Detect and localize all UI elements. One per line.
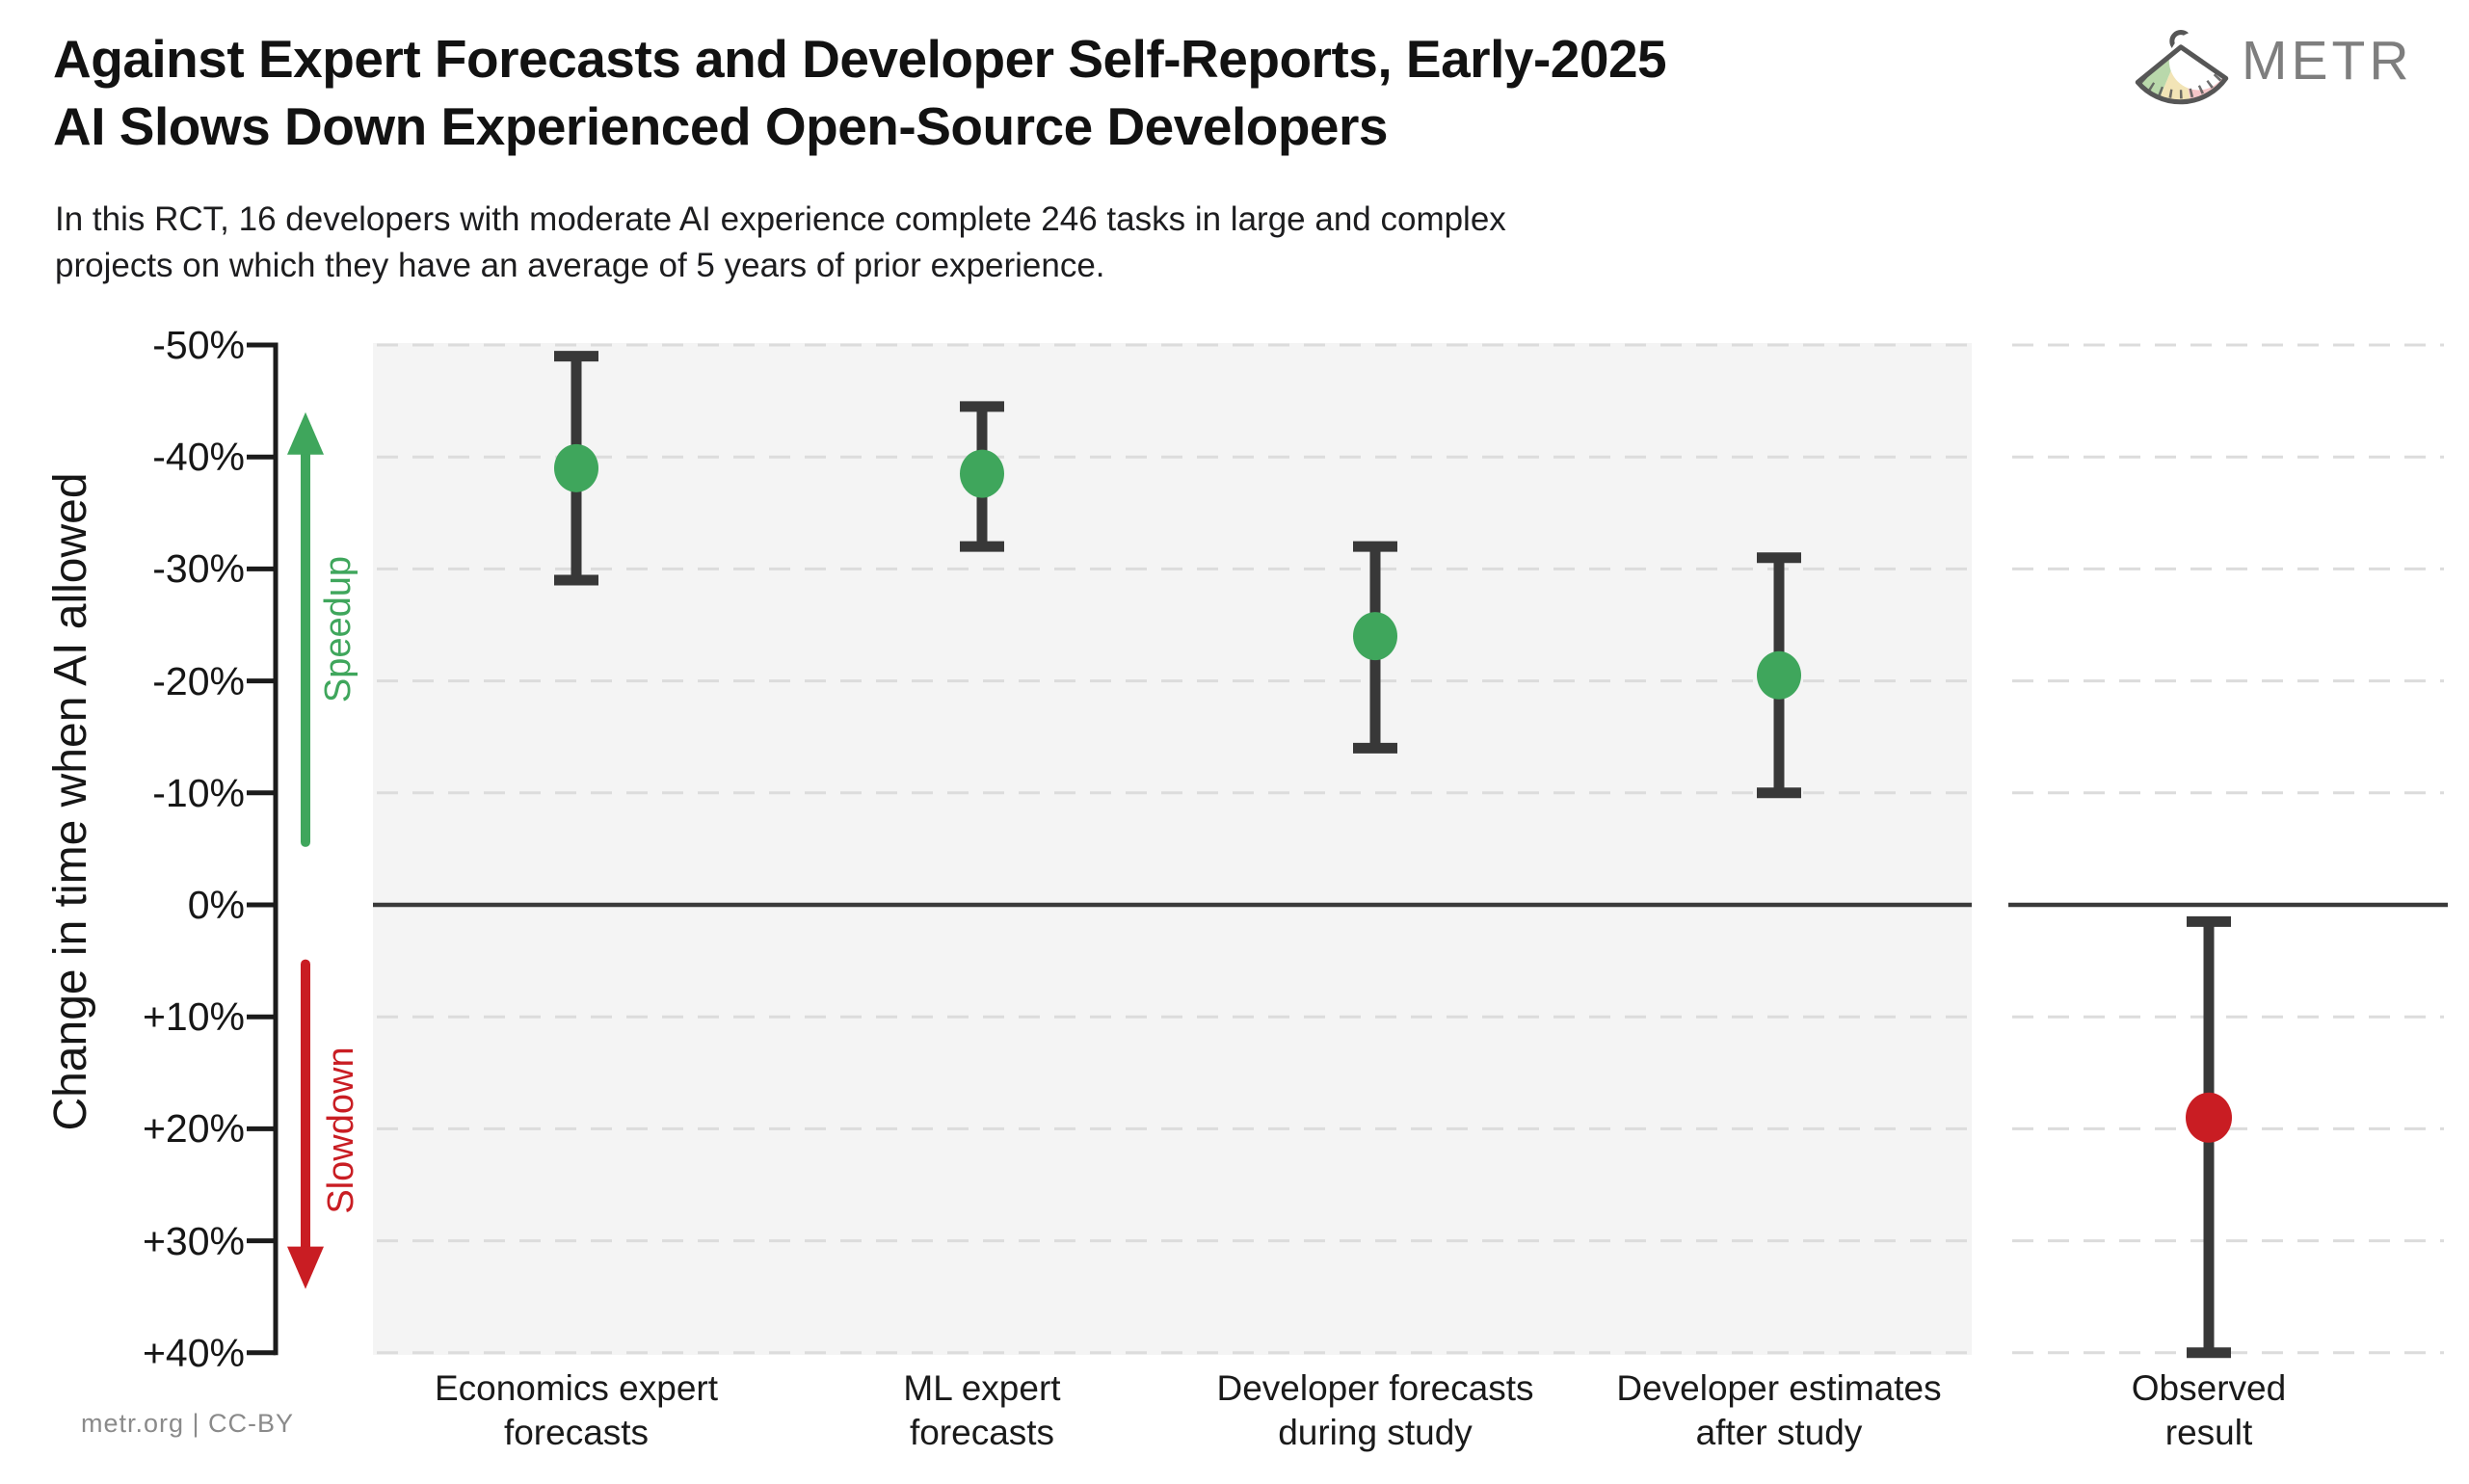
x-category-label-line: result	[2164, 1413, 2253, 1452]
forecast-point	[1757, 650, 1801, 700]
chart-subtitle: In this RCT, 16 developers with moderate…	[55, 197, 1506, 289]
y-tick-label: -20%	[152, 658, 245, 703]
metr-logo-icon	[2135, 30, 2229, 105]
x-category-label-line: forecasts	[909, 1413, 1055, 1452]
x-category-label: Developer estimates after study	[1519, 1366, 2039, 1455]
y-tick-label: -10%	[152, 770, 245, 815]
metr-logo-wordmark: METR	[2242, 30, 2413, 92]
speedup-annotation: Speedup	[318, 555, 358, 703]
slowdown-annotation: Slowdown	[321, 1047, 361, 1214]
y-tick-label: +20%	[142, 1106, 245, 1152]
x-category-label-line: during study	[1278, 1413, 1473, 1452]
y-tick-label: +30%	[142, 1218, 245, 1263]
y-tick-label: +10%	[142, 994, 245, 1040]
y-tick-label: -40%	[152, 435, 245, 480]
speedup-arrow-head	[287, 411, 324, 455]
x-category-label-line: Observed	[2131, 1368, 2287, 1408]
forecast-point	[554, 443, 598, 492]
x-category-label: Developer forecasts during study	[1115, 1366, 1635, 1455]
x-category-label-line: Developer estimates	[1616, 1368, 1942, 1408]
x-category-label-line: ML expert	[903, 1368, 1061, 1408]
x-category-label: Observed result	[1949, 1366, 2469, 1455]
x-category-label: ML expert forecasts	[722, 1366, 1242, 1455]
chart-subtitle-line2: projects on which they have an average o…	[55, 247, 1105, 284]
forecast-point	[960, 449, 1004, 498]
page-title-line2: AI Slows Down Experienced Open-Source De…	[53, 96, 1389, 156]
page-title-line1: Against Expert Forecasts and Developer S…	[53, 29, 1667, 89]
x-category-label-line: after study	[1695, 1413, 1863, 1452]
forecast-point	[1353, 612, 1397, 661]
chart-subtitle-line1: In this RCT, 16 developers with moderate…	[55, 200, 1506, 238]
y-tick-label: -50%	[152, 323, 245, 367]
y-tick-label: 0%	[187, 883, 245, 927]
x-category-label-line: forecasts	[503, 1413, 650, 1452]
x-category-label-line: Developer forecasts	[1216, 1368, 1534, 1408]
observed-result-point	[2186, 1092, 2232, 1143]
main-panel-background	[373, 343, 1972, 1355]
x-category-label: Economics expert forecasts	[316, 1366, 836, 1455]
y-tick-label: -30%	[152, 546, 245, 592]
page-title: Against Expert Forecasts and Developer S…	[53, 25, 1667, 160]
x-category-label-line: Economics expert	[434, 1368, 719, 1408]
slowdown-arrow-head	[287, 1246, 324, 1289]
y-tick-label: +40%	[142, 1330, 245, 1375]
attribution-footer: metr.org | CC-BY	[81, 1409, 295, 1438]
